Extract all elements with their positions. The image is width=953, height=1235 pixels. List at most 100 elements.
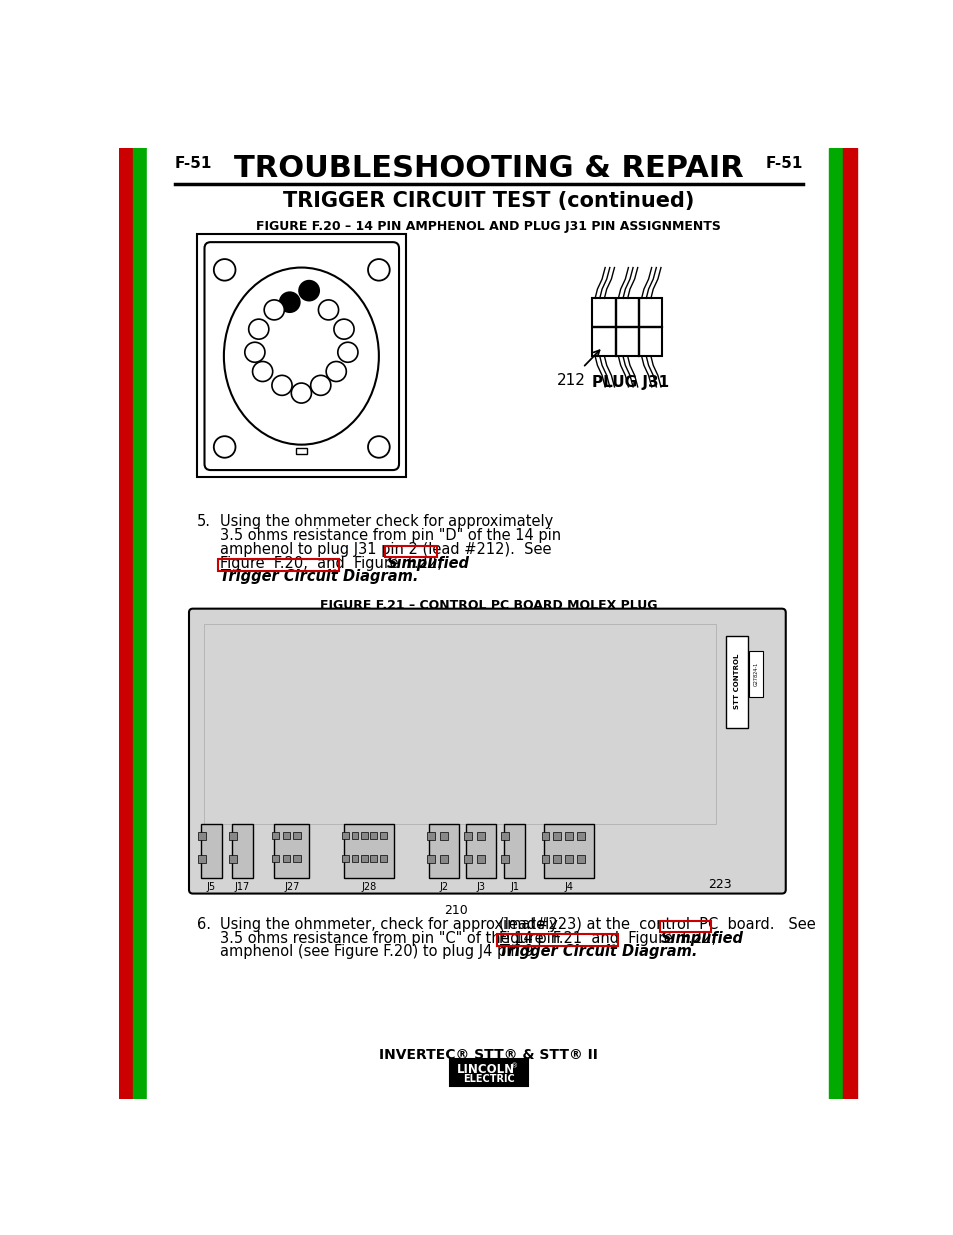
Bar [352, 855, 358, 862]
Bar [119, 148, 133, 1099]
Bar [370, 855, 377, 862]
Bar [295, 448, 307, 454]
Bar [497, 935, 617, 946]
Text: LINCOLN: LINCOLN [456, 1063, 515, 1076]
FancyBboxPatch shape [204, 242, 398, 471]
Text: PLUG J31: PLUG J31 [592, 375, 669, 390]
Bar [842, 148, 856, 1099]
Text: F-51: F-51 [174, 156, 213, 170]
Bar [360, 832, 368, 839]
Text: Return to Master TOC: Return to Master TOC [135, 515, 145, 619]
Bar [427, 832, 435, 840]
Text: Return to Section TOC: Return to Section TOC [831, 514, 840, 620]
Bar [592, 299, 661, 356]
Circle shape [318, 300, 338, 320]
Text: (lead#223) at the  control  PC  board.   See: (lead#223) at the control PC board. See [498, 916, 815, 931]
Text: Return to Section TOC: Return to Section TOC [122, 818, 131, 924]
Circle shape [213, 436, 235, 458]
Text: Return to Section TOC: Return to Section TOC [831, 210, 840, 315]
Text: Return to Section TOC: Return to Section TOC [831, 818, 840, 924]
Text: J4: J4 [564, 882, 573, 892]
Bar [147, 148, 149, 1099]
Text: 5.: 5. [196, 514, 211, 529]
Bar [198, 832, 206, 840]
Text: Return to Section TOC: Return to Section TOC [122, 514, 131, 620]
Circle shape [264, 300, 284, 320]
Text: 210: 210 [444, 904, 468, 916]
Circle shape [368, 259, 390, 280]
Bar [294, 832, 300, 839]
FancyBboxPatch shape [189, 609, 785, 894]
Circle shape [326, 362, 346, 382]
Text: Simplified: Simplified [386, 556, 469, 571]
Bar [659, 920, 711, 932]
Circle shape [272, 375, 292, 395]
Bar [204, 624, 716, 824]
Bar [450, 1060, 527, 1086]
Bar [342, 855, 349, 862]
Circle shape [279, 293, 299, 312]
Text: Return to Section TOC: Return to Section TOC [122, 210, 131, 315]
Bar [577, 832, 584, 840]
Text: Trigger Circuit Diagram.: Trigger Circuit Diagram. [220, 569, 418, 584]
Text: ELECTRIC: ELECTRIC [462, 1073, 515, 1083]
Text: ®: ® [510, 1063, 517, 1068]
Circle shape [253, 362, 273, 382]
Text: J5: J5 [207, 882, 215, 892]
Text: Return to Master TOC: Return to Master TOC [844, 819, 854, 923]
Text: Return to Master TOC: Return to Master TOC [844, 515, 854, 619]
Bar [274, 824, 309, 878]
Bar [379, 832, 386, 839]
Text: J28: J28 [361, 882, 376, 892]
Text: FIGURE F.20 – 14 PIN AMPHENOL AND PLUG J31 PIN ASSIGNMENTS: FIGURE F.20 – 14 PIN AMPHENOL AND PLUG J… [256, 220, 720, 233]
Text: 212: 212 [557, 373, 585, 388]
Text: 223: 223 [707, 878, 731, 892]
Bar [282, 855, 290, 862]
Text: Trigger Circuit Diagram.: Trigger Circuit Diagram. [498, 945, 697, 960]
Circle shape [334, 319, 354, 340]
Text: FIGURE F.21 – CONTROL PC BOARD MOLEX PLUG: FIGURE F.21 – CONTROL PC BOARD MOLEX PLU… [320, 599, 657, 611]
Bar [541, 855, 549, 863]
Text: J17: J17 [234, 882, 250, 892]
Text: amphenol to plug J31 pin 2 (lead #212).  See: amphenol to plug J31 pin 2 (lead #212). … [220, 542, 551, 557]
Bar [200, 824, 222, 878]
Bar [439, 855, 447, 863]
Bar [541, 832, 549, 840]
Circle shape [291, 383, 311, 403]
Bar [294, 855, 300, 862]
Bar [476, 855, 484, 863]
Bar [360, 855, 368, 862]
Bar [282, 832, 290, 839]
Bar [272, 832, 279, 839]
Bar [352, 832, 358, 839]
Bar [344, 824, 394, 878]
Circle shape [368, 436, 390, 458]
Bar [748, 651, 762, 698]
Bar [229, 832, 236, 840]
Bar [466, 824, 496, 878]
Text: 6.: 6. [196, 916, 211, 931]
Text: TROUBLESHOOTING & REPAIR: TROUBLESHOOTING & REPAIR [233, 154, 743, 183]
Bar [342, 832, 349, 839]
Text: TRIGGER CIRCUIT TEST (continued): TRIGGER CIRCUIT TEST (continued) [283, 190, 694, 210]
Bar [725, 636, 747, 727]
Text: G27824-1: G27824-1 [753, 662, 758, 687]
Text: F-51: F-51 [764, 156, 802, 170]
Text: amphenol (see Figure F.20) to plug J4 pin 9: amphenol (see Figure F.20) to plug J4 pi… [220, 945, 533, 960]
Bar [577, 855, 584, 863]
Text: J1: J1 [510, 882, 518, 892]
Circle shape [249, 319, 269, 340]
Bar [370, 832, 377, 839]
Bar [553, 832, 560, 840]
Text: Return to Master TOC: Return to Master TOC [844, 211, 854, 314]
Bar [232, 824, 253, 878]
Text: Using the ohmmeter, check for approximately: Using the ohmmeter, check for approximat… [220, 916, 558, 931]
Bar [464, 855, 472, 863]
Text: J3: J3 [476, 882, 485, 892]
Circle shape [298, 280, 319, 300]
Circle shape [213, 259, 235, 280]
Text: Simplified: Simplified [660, 930, 743, 946]
Bar [196, 235, 406, 477]
Text: Return to Master TOC: Return to Master TOC [135, 819, 145, 923]
Bar [543, 824, 594, 878]
